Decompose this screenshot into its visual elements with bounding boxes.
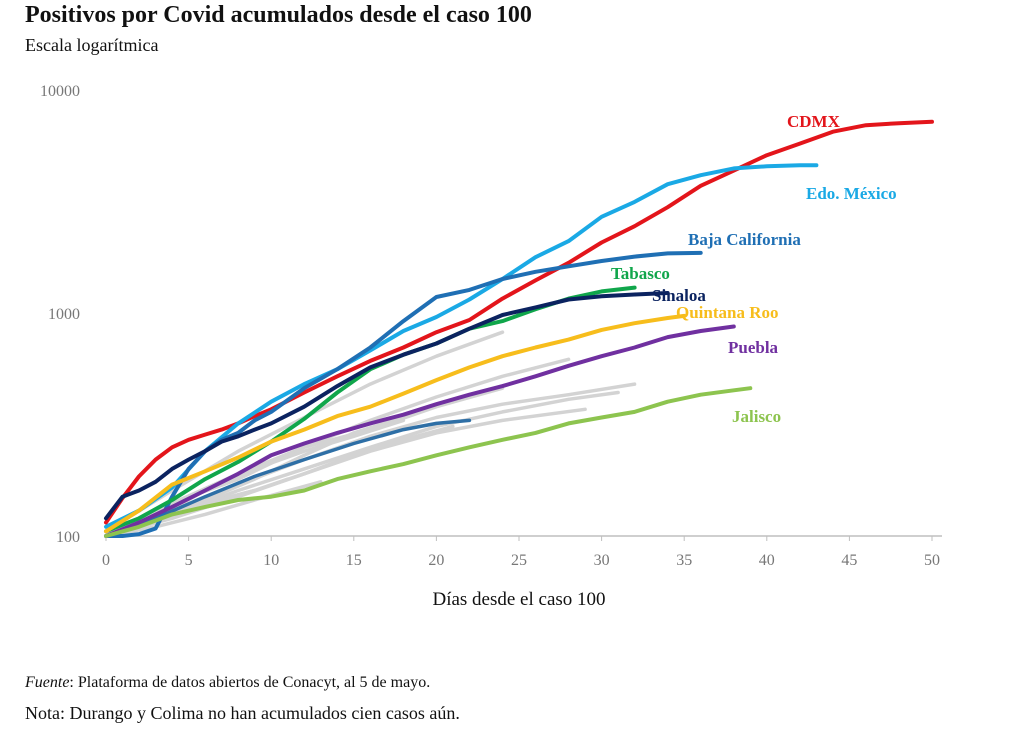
chart-title: Positivos por Covid acumulados desde el …: [25, 2, 532, 28]
x-tick-label: 50: [924, 552, 940, 569]
x-tick-label: 10: [263, 552, 279, 569]
x-axis-label: Días desde el caso 100: [432, 589, 605, 610]
series-label-edo-méxico: Edo. México: [806, 184, 897, 203]
x-tick-label: 30: [594, 552, 610, 569]
source-note: Fuente: Plataforma de datos abiertos de …: [25, 674, 430, 692]
x-tick-label: 35: [676, 552, 692, 569]
series-line-other-state: [104, 418, 472, 538]
series-line-other-state: [104, 407, 587, 538]
series-line-cdmx: [104, 119, 934, 525]
x-tick-label: 40: [759, 552, 775, 569]
source-text: : Plataforma de datos abiertos de Conacy…: [69, 674, 431, 691]
series-label-quintana-roo: Quintana Roo: [676, 303, 779, 322]
series-line-sinaloa: [104, 291, 670, 521]
series-label-baja-california: Baja California: [688, 230, 801, 249]
source-label: Fuente: [25, 674, 70, 691]
chart-subtitle: Escala logarítmica: [25, 35, 159, 55]
y-tick-label: 100: [56, 529, 80, 546]
series-line-other-state: [104, 386, 505, 538]
y-tick-label: 10000: [40, 83, 80, 100]
x-tick-label: 20: [428, 552, 444, 569]
series-line-quintana-roo: [104, 313, 687, 534]
series-label-puebla: Puebla: [728, 338, 779, 357]
x-tick-label: 0: [102, 552, 110, 569]
series-label-sinaloa: Sinaloa: [652, 286, 706, 305]
series-line-puebla: [104, 324, 736, 538]
series-label-cdmx: CDMX: [787, 112, 841, 131]
series-line-tabasco: [104, 285, 637, 534]
y-tick-label: 1000: [48, 306, 80, 323]
x-tick-label: 5: [185, 552, 193, 569]
series-line-jalisco: [104, 386, 753, 538]
series-line-edo-méxico: [104, 163, 819, 529]
series-label-jalisco: Jalisco: [732, 407, 781, 426]
footnote: Nota: Durango y Colima no han acumulados…: [25, 703, 460, 723]
x-tick-label: 45: [841, 552, 857, 569]
series-label-tabasco: Tabasco: [611, 264, 670, 283]
x-tick-label: 15: [346, 552, 362, 569]
x-tick-label: 25: [511, 552, 527, 569]
